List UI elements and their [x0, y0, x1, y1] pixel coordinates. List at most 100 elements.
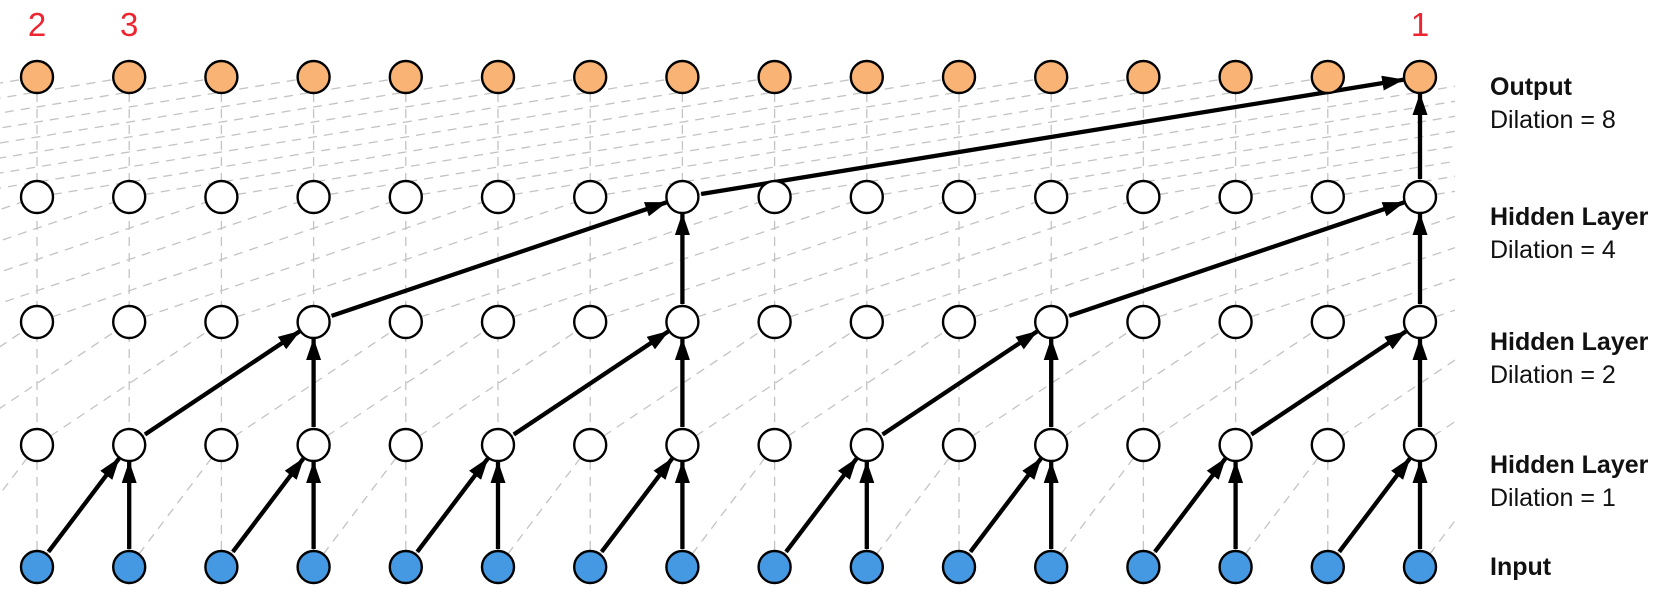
- conv-arrow-diagonal: [881, 329, 1039, 437]
- grid-diagonal-line: [1143, 215, 1455, 323]
- node-hidden-1-16: [1402, 427, 1438, 463]
- grid-diagonal-line: [1419, 190, 1455, 198]
- node-output-6: [480, 59, 516, 95]
- grid-diagonal-line: [0, 76, 499, 159]
- node-hidden-4-16: [1402, 179, 1438, 215]
- label-hidden-2-dilation: Dilation = 2: [1490, 361, 1616, 389]
- node-hidden-1-15: [1310, 427, 1346, 463]
- node-input-12: [1033, 549, 1069, 585]
- node-input-4: [296, 549, 331, 585]
- node-hidden-2-5: [388, 304, 423, 340]
- node-input-15: [1310, 549, 1346, 585]
- conv-arrow-diagonal: [231, 457, 306, 554]
- grid-diagonal-line: [313, 444, 407, 568]
- grid-diagonal-line: [128, 444, 222, 568]
- node-hidden-1-5: [388, 427, 423, 463]
- grid-diagonal-line: [0, 196, 38, 211]
- grid-diagonal-line: [0, 321, 130, 409]
- node-input-3: [204, 549, 239, 585]
- node-hidden-4-3: [204, 179, 239, 215]
- grid-diagonal-line: [128, 196, 499, 323]
- label-hidden-4-title: Hidden Layer: [1490, 203, 1649, 231]
- grid-diagonal-line: [36, 321, 222, 446]
- grid-diagonal-line: [0, 76, 314, 129]
- network-graph: 2 3 1: [0, 6, 1455, 585]
- node-input-13: [1126, 549, 1161, 585]
- node-hidden-4-4: [296, 179, 331, 215]
- node-hidden-4-1: [19, 179, 55, 215]
- conv-arrow-diagonal: [415, 457, 490, 554]
- node-output-4: [296, 59, 331, 95]
- node-output-12: [1033, 59, 1069, 95]
- conv-arrow-diagonal: [1068, 200, 1405, 318]
- grid-diagonal-line: [1419, 309, 1455, 323]
- grid-diagonal-line: [221, 76, 960, 198]
- receptive-field-arrows: [46, 75, 1428, 554]
- node-hidden-2-14: [1218, 304, 1253, 340]
- node-hidden-4-10: [849, 179, 884, 215]
- node-hidden-1-12: [1033, 427, 1069, 463]
- node-output-16: [1402, 59, 1438, 95]
- grid-diagonal-line: [405, 321, 591, 446]
- node-input-10: [849, 549, 884, 585]
- conv-arrow-diagonal: [968, 457, 1043, 554]
- grid-diagonal-line: [1235, 444, 1329, 568]
- grid-diagonal-line: [0, 76, 38, 84]
- grid-diagonal-line: [774, 321, 960, 446]
- position-markers: 2 3 1: [28, 6, 1429, 43]
- node-hidden-1-8: [665, 427, 700, 463]
- conv-arrow-diagonal: [784, 457, 859, 554]
- grid-diagonal-line: [589, 196, 960, 323]
- grid-diagonal-line: [1050, 444, 1144, 568]
- label-hidden-2: Hidden Layer Dilation = 2: [1490, 326, 1648, 392]
- grid-diagonal-line: [221, 321, 407, 446]
- grid-diagonal-line: [405, 76, 1144, 198]
- node-hidden-2-1: [19, 304, 55, 340]
- node-hidden-1-2: [111, 427, 147, 463]
- grid-diagonal-line: [958, 196, 1329, 323]
- node-hidden-2-13: [1126, 304, 1161, 340]
- grid-diagonal-line: [1143, 321, 1329, 446]
- node-hidden-2-4: [296, 304, 331, 340]
- node-hidden-2-9: [757, 304, 792, 340]
- conv-arrow-diagonal: [512, 329, 670, 437]
- grid-diagonal-line: [958, 115, 1455, 198]
- node-output-1: [19, 59, 55, 95]
- node-output-5: [388, 59, 423, 95]
- grid-diagonal-line: [405, 196, 775, 323]
- position-marker-3: 3: [120, 6, 138, 43]
- node-output-13: [1126, 59, 1161, 95]
- label-hidden-2-title: Hidden Layer: [1490, 328, 1649, 356]
- node-output-10: [849, 59, 884, 95]
- label-hidden-1: Hidden Layer Dilation = 1: [1490, 449, 1648, 515]
- node-hidden-4-15: [1310, 179, 1346, 215]
- grid-diagonal-line: [221, 196, 591, 323]
- node-hidden-1-13: [1126, 427, 1161, 463]
- nodes: [19, 59, 1438, 585]
- node-output-8: [665, 59, 700, 95]
- node-hidden-2-11: [941, 304, 977, 340]
- position-marker-1: 1: [1411, 6, 1429, 43]
- grid-diagonal-line: [313, 321, 499, 446]
- grid-diagonal-line: [0, 196, 314, 304]
- grid-diagonal-line: [682, 321, 868, 446]
- node-hidden-4-6: [480, 179, 516, 215]
- conv-arrow-diagonal: [1337, 457, 1412, 554]
- grid-diagonal-line: [682, 196, 1052, 323]
- node-hidden-2-3: [204, 304, 239, 340]
- grid-diagonal-line: [774, 196, 1144, 323]
- node-hidden-1-10: [849, 427, 884, 463]
- grid-diagonal-line: [866, 100, 1455, 198]
- node-hidden-2-12: [1033, 304, 1069, 340]
- grid-diagonal-line: [0, 321, 38, 348]
- grid-diagonal-line: [129, 76, 867, 198]
- node-hidden-1-4: [296, 427, 331, 463]
- grid-diagonal-line: [497, 444, 591, 568]
- node-hidden-2-10: [849, 304, 884, 340]
- node-hidden-2-15: [1310, 304, 1346, 340]
- grid-diagonal-line: [313, 76, 1052, 198]
- node-hidden-1-3: [204, 427, 239, 463]
- grid-diagonal-line: [866, 444, 960, 568]
- node-hidden-1-9: [757, 427, 792, 463]
- node-input-16: [1402, 549, 1438, 585]
